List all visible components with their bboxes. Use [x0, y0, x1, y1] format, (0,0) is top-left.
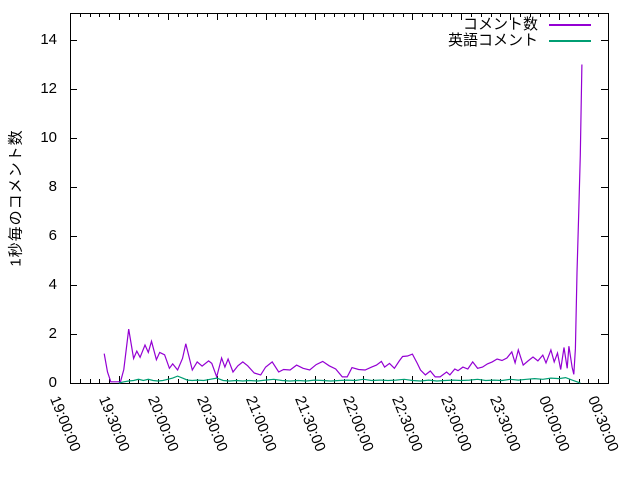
legend-label-english-comments: 英語コメント	[447, 32, 538, 49]
y-axis-title: 1秒毎のコメント数	[7, 129, 25, 267]
legend-line-swatch-english-comments	[549, 40, 591, 42]
y-tick-label: 14	[40, 31, 57, 48]
y-tick-label: 4	[48, 276, 57, 293]
comments-series-line	[103, 64, 583, 383]
y-tick-label: 0	[48, 374, 57, 391]
english-comments-series-line	[118, 375, 581, 384]
plot-border	[70, 13, 609, 384]
legend-label-comments: コメント数	[462, 16, 538, 33]
y-tick-label: 6	[48, 227, 57, 244]
y-tick-label: 12	[40, 80, 57, 97]
legend-line-swatch-comments	[549, 24, 591, 26]
legend: コメント数 英語コメント	[448, 17, 591, 49]
y-tick-label: 8	[48, 178, 57, 195]
y-tick-label: 10	[40, 129, 57, 146]
legend-item-comments: コメント数	[448, 17, 591, 33]
legend-item-english-comments: 英語コメント	[448, 33, 591, 49]
y-tick-label: 2	[48, 325, 57, 342]
